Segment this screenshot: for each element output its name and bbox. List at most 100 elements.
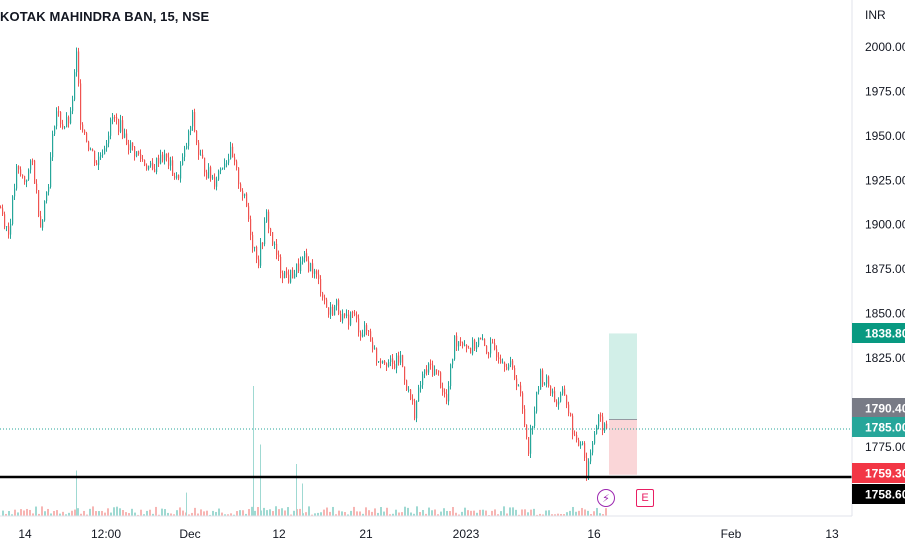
candle-body bbox=[298, 263, 300, 272]
candle-body bbox=[424, 369, 426, 375]
candle-body bbox=[406, 380, 408, 390]
volume-bar bbox=[194, 507, 196, 516]
candle-body bbox=[312, 263, 314, 274]
candle-body bbox=[304, 253, 306, 258]
volume-bar bbox=[167, 512, 169, 516]
volume-bar bbox=[377, 512, 379, 516]
candle-body bbox=[576, 435, 578, 440]
candle-body bbox=[334, 305, 336, 316]
candle-body bbox=[472, 340, 474, 354]
volume-bar bbox=[242, 510, 244, 516]
volume-bar bbox=[506, 513, 508, 516]
candle-body bbox=[194, 112, 196, 132]
volume-bar bbox=[131, 508, 133, 516]
candle-body bbox=[136, 151, 138, 157]
volume-bar bbox=[458, 514, 460, 516]
volume-bar bbox=[47, 508, 49, 516]
target-zone[interactable] bbox=[609, 333, 637, 420]
volume-bar bbox=[233, 514, 235, 516]
candle-body bbox=[46, 191, 48, 201]
dividend-marker[interactable]: ⚡ bbox=[597, 489, 615, 507]
candle-body bbox=[108, 135, 110, 144]
candle-body bbox=[488, 353, 490, 355]
candle-body bbox=[388, 362, 390, 367]
candle-body bbox=[130, 142, 132, 151]
candle-body bbox=[22, 174, 24, 177]
volume-bar bbox=[266, 510, 268, 516]
candle-body bbox=[258, 259, 260, 266]
candle-body bbox=[504, 362, 506, 367]
candle-body bbox=[166, 153, 168, 158]
volume-bar bbox=[2, 510, 4, 516]
volume-bar bbox=[152, 513, 154, 516]
volume-bar bbox=[533, 508, 535, 516]
candle-body bbox=[132, 142, 134, 147]
volume-bar bbox=[587, 510, 589, 516]
volume-bar bbox=[206, 510, 208, 516]
volume-bar bbox=[74, 509, 76, 516]
volume-bar bbox=[335, 514, 337, 516]
candle-body bbox=[430, 363, 432, 365]
candle-body bbox=[524, 408, 526, 425]
volume-bar bbox=[128, 513, 130, 516]
volume-bar bbox=[542, 514, 544, 516]
candle-body bbox=[322, 292, 324, 298]
volume-bar bbox=[374, 508, 376, 516]
time-axis[interactable]: 14 12:00 Dec 12 21 2023 16 Feb 13 bbox=[0, 515, 852, 541]
volume-bar bbox=[32, 513, 34, 516]
volume-bar bbox=[173, 514, 175, 516]
candle-body bbox=[442, 387, 444, 393]
volume-bar bbox=[350, 510, 352, 516]
candle-body bbox=[506, 366, 508, 370]
candle-body bbox=[428, 363, 430, 373]
volume-bar bbox=[77, 508, 79, 516]
price-tick-label: 1975.00 bbox=[865, 84, 905, 98]
candle-body bbox=[30, 160, 32, 170]
volume-bar bbox=[425, 513, 427, 516]
volume-bar bbox=[110, 512, 112, 516]
candle-body bbox=[284, 271, 286, 279]
volume-bar bbox=[428, 507, 430, 516]
volume-bar bbox=[239, 510, 241, 516]
time-tick-label: 21 bbox=[359, 527, 373, 541]
volume-bar bbox=[89, 508, 91, 516]
candle-body bbox=[226, 162, 228, 164]
volume-bar bbox=[86, 514, 88, 516]
candle-body bbox=[550, 385, 552, 394]
candle-body bbox=[154, 169, 156, 172]
volume-bar bbox=[140, 509, 142, 516]
candle-body bbox=[168, 157, 170, 166]
candle-body bbox=[310, 263, 312, 272]
volume-bar bbox=[116, 506, 118, 516]
candle-body bbox=[50, 157, 52, 187]
volume-bar bbox=[518, 514, 520, 516]
candle-body bbox=[586, 457, 588, 476]
candle-body bbox=[90, 149, 92, 151]
volume-bar bbox=[485, 510, 487, 516]
volume-bar bbox=[20, 509, 22, 516]
time-tick-label: 14 bbox=[18, 527, 32, 541]
candle-body bbox=[180, 164, 182, 179]
candle-body bbox=[300, 261, 302, 272]
candle-body bbox=[54, 126, 56, 135]
candle-body bbox=[94, 150, 96, 163]
candle-body bbox=[482, 339, 484, 341]
candle-body bbox=[490, 342, 492, 354]
candle-body bbox=[580, 444, 582, 446]
volume-bar bbox=[605, 508, 607, 516]
candle-body bbox=[60, 112, 62, 125]
candle-body bbox=[512, 360, 514, 369]
time-tick-label: 12:00 bbox=[91, 527, 121, 541]
candle-body bbox=[268, 211, 270, 229]
stop-zone[interactable] bbox=[609, 419, 637, 475]
candle-body bbox=[86, 133, 88, 142]
candle-body bbox=[260, 242, 262, 266]
volume-bar bbox=[488, 514, 490, 516]
price-axis[interactable]: 2000.00 1975.00 1950.00 1925.00 1900.00 1875.… bbox=[851, 0, 905, 516]
candle-body bbox=[270, 228, 272, 233]
candle-body bbox=[42, 220, 44, 228]
candle-body bbox=[246, 193, 248, 207]
earnings-marker[interactable]: E bbox=[636, 489, 654, 507]
long-position-tool[interactable] bbox=[609, 333, 637, 475]
